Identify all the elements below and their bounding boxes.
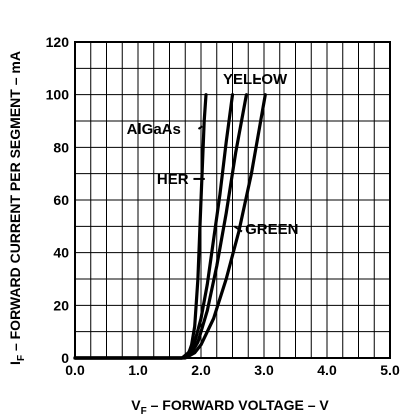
x-tick-label: 4.0 xyxy=(317,362,337,378)
x-tick-label: 0.0 xyxy=(65,362,85,378)
y-axis-label-sub: F xyxy=(16,355,27,361)
annotation-green: GREEN xyxy=(245,221,298,238)
y-tick-label: 20 xyxy=(53,297,69,313)
annotation-leader-line xyxy=(197,125,203,130)
y-axis-label: IF – FORWARD CURRENT PER SEGMENT – mA xyxy=(7,51,27,365)
annotation-leader-line xyxy=(233,225,243,233)
x-tick-label: 3.0 xyxy=(254,362,274,378)
plot-frame xyxy=(74,41,391,359)
x-tick-label: 1.0 xyxy=(128,362,148,378)
x-tick-label: 2.0 xyxy=(191,362,211,378)
x-tick-labels: 0.0 1.0 2.0 3.0 4.0 5.0 xyxy=(65,362,400,378)
x-axis-label-sub: F xyxy=(141,406,147,417)
grid xyxy=(75,42,390,358)
annotation-her: HER xyxy=(157,171,189,188)
y-tick-label: 60 xyxy=(53,192,69,208)
y-tick-label: 80 xyxy=(53,139,69,155)
series-line-green xyxy=(73,93,267,360)
y-axis-label-main: I xyxy=(7,361,23,365)
x-axis-label-main: V xyxy=(131,397,141,413)
series-curves xyxy=(73,93,267,360)
y-axis-label-rest: – FORWARD CURRENT PER SEGMENT – mA xyxy=(7,51,23,355)
y-tick-label: 40 xyxy=(53,245,69,261)
y-tick-label: 120 xyxy=(46,34,70,50)
x-tick-label: 5.0 xyxy=(380,362,400,378)
y-tick-label: 100 xyxy=(46,87,70,103)
x-axis-label-rest: – FORWARD VOLTAGE – V xyxy=(147,397,330,413)
annotation-algaas: AlGaAs xyxy=(127,121,181,138)
x-axis-label: VF – FORWARD VOLTAGE – V xyxy=(131,397,329,417)
y-tick-label: 0 xyxy=(61,350,69,366)
y-tick-labels: 0 20 40 60 80 100 120 xyxy=(46,34,70,366)
